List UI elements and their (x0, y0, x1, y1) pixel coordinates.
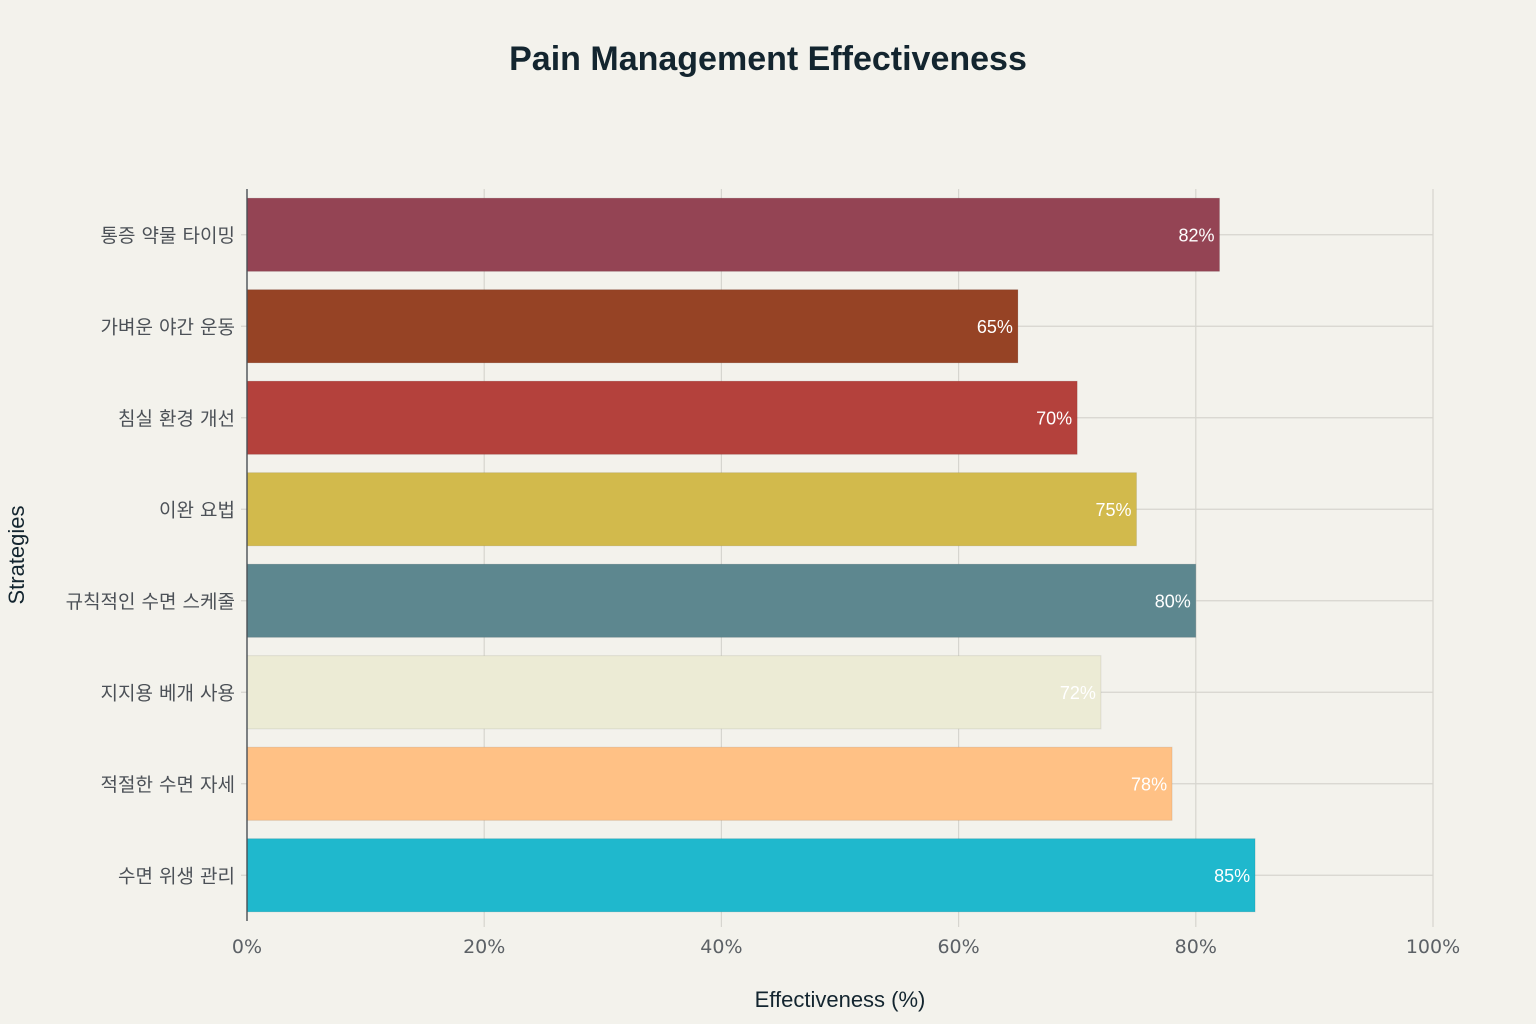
x-tick-label: 80% (1175, 936, 1217, 958)
y-category-label: 이완 요법 (159, 499, 235, 521)
y-category-label: 수면 위생 관리 (118, 865, 235, 887)
y-axis-title: Strategies (4, 505, 29, 604)
x-tick-label: 100% (1406, 936, 1460, 958)
x-tick-label: 60% (937, 936, 979, 958)
bar-value-label: 65% (977, 317, 1013, 337)
y-category-label: 가벼운 야간 운동 (101, 316, 235, 338)
y-category-label: 지지용 베개 사용 (101, 682, 235, 704)
labels: 0% 20% 40% 60% 80% 100% 82% 통증 약물 타이밍 65% 가벼운 야간 … (66, 225, 1461, 958)
bar (246, 655, 1102, 730)
bar (246, 563, 1197, 638)
bar (246, 472, 1137, 547)
y-category-label: 침실 환경 개선 (118, 408, 235, 430)
bar-value-label: 80% (1155, 591, 1191, 611)
x-tick-label: 20% (463, 936, 505, 958)
chart-title: Pain Management Effectiveness (509, 40, 1027, 78)
bar-value-label: 70% (1036, 408, 1072, 428)
bar (246, 289, 1019, 364)
y-category-label: 적절한 수면 자세 (101, 774, 235, 796)
bar-value-label: 85% (1214, 866, 1250, 886)
bar (246, 380, 1078, 455)
bar-value-label: 82% (1178, 225, 1214, 245)
x-tick-label: 40% (700, 936, 742, 958)
bar-value-label: 78% (1131, 774, 1167, 794)
bar (246, 197, 1221, 272)
bars (246, 197, 1256, 913)
x-tick-label: 0% (232, 936, 262, 958)
bar-value-label: 75% (1095, 500, 1131, 520)
y-category-label: 규칙적인 수면 스케줄 (66, 591, 235, 613)
x-axis-title: Effectiveness (%) (755, 987, 926, 1012)
bar (246, 746, 1173, 821)
bar (246, 838, 1256, 913)
bar-value-label: 72% (1060, 683, 1096, 703)
y-category-label: 통증 약물 타이밍 (101, 225, 235, 247)
